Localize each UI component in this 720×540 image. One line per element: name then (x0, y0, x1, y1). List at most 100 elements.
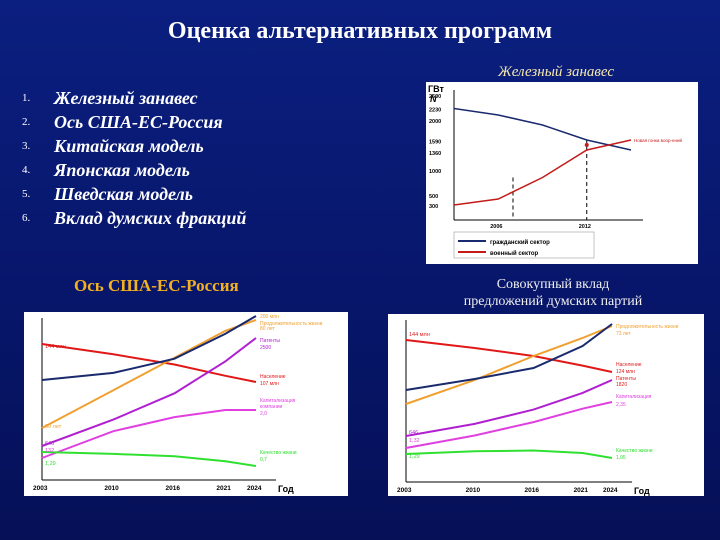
list-number: 1. (22, 92, 31, 104)
right-series-label: Качество жизни (260, 450, 297, 456)
list-item: 2. Ось США-ЕС-Россия (22, 112, 246, 136)
series-line (41, 451, 257, 467)
x-tick-label: 2012 (579, 224, 591, 230)
alternatives-list: 1. Железный занавес 2. Ось США-ЕС-Россия 3… (22, 88, 246, 232)
series-line (41, 319, 257, 429)
list-number: 3. (22, 140, 31, 152)
right-series-label: Население (260, 374, 286, 380)
x-tick-label: 2016 (165, 485, 180, 492)
left-value-label: 60 лет (45, 424, 62, 430)
y-symbol: N (430, 94, 437, 104)
right-series-label: 73 лет (616, 331, 631, 337)
right-series-label: компании (260, 404, 283, 410)
right-series-label: Капитализация (616, 394, 652, 400)
right-series-label: 200 млн (260, 314, 279, 320)
legend-box (453, 231, 595, 259)
right-series-label: Патенты (616, 376, 636, 382)
left-value-label: 144 млн (45, 344, 66, 350)
right-series-label: 107 млн (260, 381, 279, 387)
series-line (405, 325, 613, 405)
right-series-label: 2,35 (616, 402, 626, 408)
slide-title: Оценка альтернативных программ (167, 18, 553, 44)
caption-duma-line2: предложений думских партий (463, 294, 643, 309)
chart-duma: 2003 2010 2016 2021 2024 Год 144 млн 646 1,32 1,2… (388, 314, 704, 496)
list-item: 4. Японская модель (22, 160, 246, 184)
list-item: 1. Железный занавес (22, 88, 246, 112)
annotation-label: Новая гонка воор-ений (634, 137, 682, 143)
right-series-label: 1820 (616, 382, 627, 388)
chart-iron-curtain: ГВт N 2500 2230 2000 1590 1360 1000 500 300 2006 20… (426, 82, 698, 264)
list-number: 6. (22, 212, 31, 224)
left-value-label: 1,32 (409, 438, 420, 444)
x-tick-label: 2024 (603, 487, 618, 494)
list-number: 2. (22, 116, 31, 128)
right-series-label: Население (616, 362, 642, 368)
series-line (453, 139, 632, 206)
y-tick-label: 1590 (429, 140, 441, 146)
y-tick-label: 2230 (429, 108, 441, 114)
x-tick-label: 2021 (216, 485, 231, 492)
x-tick-label: 2003 (33, 485, 48, 492)
y-tick-label: 300 (429, 204, 438, 210)
series-line (405, 401, 613, 449)
x-tick-label: 2006 (490, 224, 502, 230)
x-tick-label: 2016 (525, 487, 540, 494)
series-line (405, 379, 613, 437)
list-label: Китайская модель (54, 136, 204, 156)
right-series-label: Капитализация (260, 398, 296, 404)
right-series-label: Патенты (260, 338, 280, 344)
right-series-label: 1,05 (616, 455, 626, 461)
x-tick-label: 2010 (104, 485, 119, 492)
right-series-label: 0,7 (260, 457, 267, 463)
list-label: Ось США-ЕС-Россия (54, 112, 223, 132)
x-tick-label: 2010 (466, 487, 481, 494)
series-line (41, 315, 257, 381)
left-value-label: 646 (409, 430, 418, 436)
left-value-label: 132 (45, 448, 54, 454)
caption-duma: Совокупный вклад предложений думских пар… (428, 276, 678, 310)
series-line (405, 339, 613, 373)
list-label: Шведская модель (54, 184, 194, 204)
right-series-label: 124 млн (616, 369, 635, 375)
right-series-label: 80 лет (260, 326, 275, 332)
y-tick-label: 500 (429, 194, 438, 200)
list-item: 3. Китайская модель (22, 136, 246, 160)
x-axis-label: Год (278, 484, 294, 494)
series-line (41, 337, 257, 447)
list-item: 6. Вклад думских фракций (22, 208, 246, 232)
list-label: Вклад думских фракций (54, 208, 247, 228)
right-series-label: 2,0 (260, 411, 267, 417)
right-series-label: 2500 (260, 345, 271, 351)
chart-duma-svg: 2003 2010 2016 2021 2024 Год 144 млн 646 1,32 1,2… (397, 320, 679, 496)
y-tick-label: 1000 (429, 169, 441, 175)
series-line (453, 107, 632, 151)
left-value-label: 1,29 (409, 454, 420, 460)
list-number: 5. (22, 188, 31, 200)
x-tick-label: 2021 (574, 487, 589, 494)
series-line (405, 323, 613, 391)
y-tick-label: 1360 (429, 151, 441, 157)
data-point (584, 143, 589, 147)
series-line (405, 449, 613, 459)
list-label: Железный занавес (54, 88, 198, 108)
series-line (41, 409, 256, 459)
chart-axis: 2003 2010 2016 2021 2024 Год 144 млн 60 лет 646 1… (24, 312, 348, 496)
left-value-label: 144 млн (409, 332, 430, 338)
x-tick-label: 2024 (247, 485, 262, 492)
y-tick-label: 2000 (429, 119, 441, 125)
x-tick-label: 2003 (397, 487, 412, 494)
legend-entry: гражданский сектор (490, 239, 550, 246)
list-label: Японская модель (54, 160, 190, 180)
y-unit: ГВт (428, 84, 444, 94)
right-series-label: Качество жизни (616, 448, 653, 454)
caption-axis: Ось США-ЕС-Россия (74, 276, 239, 295)
list-number: 4. (22, 164, 31, 176)
left-value-label: 646 (45, 441, 54, 447)
caption-iron-curtain: Железный занавес (498, 64, 615, 80)
list-item: 5. Шведская модель (22, 184, 246, 208)
series-line (41, 343, 257, 383)
x-axis-label: Год (634, 486, 650, 496)
caption-duma-line1: Совокупный вклад (496, 277, 610, 292)
